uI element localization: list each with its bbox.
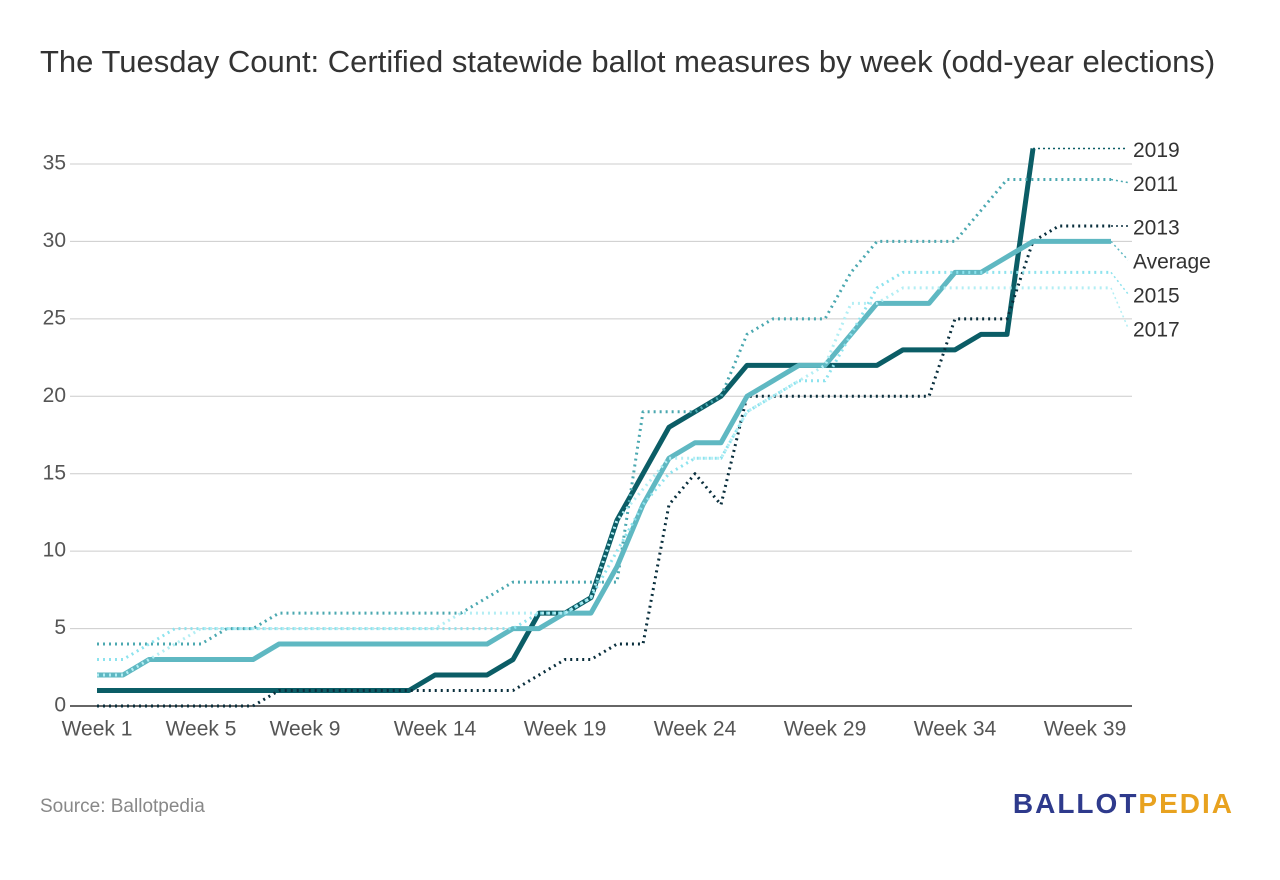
- label-connector: [1110, 178, 1129, 184]
- y-tick-label: 30: [43, 229, 66, 252]
- x-tick-label: Week 24: [654, 718, 737, 741]
- x-tick-label: Week 14: [394, 718, 477, 741]
- y-tick-label: 10: [43, 539, 66, 562]
- y-tick-label: 0: [54, 694, 66, 717]
- label-connector: [1110, 271, 1129, 295]
- source-note: Source: Ballotpedia: [40, 796, 205, 817]
- series-line: [97, 148, 1036, 694]
- chart-title: The Tuesday Count: Certified statewide b…: [40, 44, 1216, 79]
- y-tick-label: 35: [43, 152, 66, 175]
- series-line: [97, 286, 1111, 677]
- x-tick-label: Week 39: [1044, 718, 1127, 741]
- y-tick-label: 5: [54, 616, 66, 639]
- series-label: 2017: [1133, 318, 1180, 341]
- series-label: 2013: [1133, 216, 1180, 239]
- series-label: Average: [1133, 250, 1211, 273]
- y-tick-label: 25: [43, 306, 66, 329]
- logo-part: PEDIA: [1138, 788, 1234, 819]
- y-tick-label: 20: [43, 384, 66, 407]
- x-tick-label: Week 29: [784, 718, 867, 741]
- x-tick-label: Week 9: [270, 718, 341, 741]
- x-tick-label: Week 1: [62, 718, 133, 741]
- logo-part: BALLOT: [1012, 788, 1139, 819]
- x-tick-label: Week 5: [166, 718, 237, 741]
- series-line: [97, 270, 1111, 662]
- series-label: 2011: [1133, 173, 1178, 196]
- y-tick-label: 15: [43, 461, 66, 484]
- logo: BALLOTPEDIA: [1013, 788, 1234, 820]
- series-label: 2015: [1133, 284, 1180, 307]
- x-tick-label: Week 34: [914, 718, 997, 741]
- x-tick-label: Week 19: [524, 718, 607, 741]
- label-connector: [1110, 240, 1129, 261]
- label-connector: [1110, 287, 1129, 329]
- series-line: [97, 238, 1111, 678]
- series-label: 2019: [1133, 139, 1180, 162]
- series-line: [97, 224, 1111, 708]
- series-line: [97, 177, 1111, 646]
